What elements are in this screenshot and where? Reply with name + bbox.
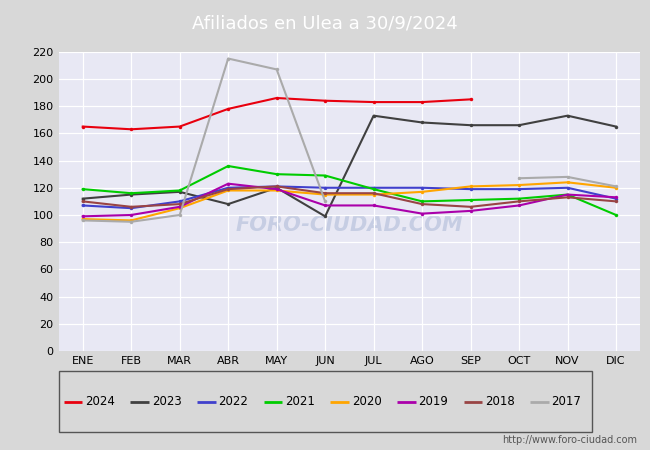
Text: 2021: 2021 [285,395,315,408]
Text: FORO-CIUDAD.COM: FORO-CIUDAD.COM [235,215,463,235]
Text: 2022: 2022 [218,395,248,408]
Text: 2017: 2017 [552,395,581,408]
Text: Afiliados en Ulea a 30/9/2024: Afiliados en Ulea a 30/9/2024 [192,14,458,33]
Text: 2023: 2023 [152,395,181,408]
Text: 2019: 2019 [419,395,448,408]
Text: 2020: 2020 [352,395,382,408]
Text: 2024: 2024 [85,395,115,408]
Text: http://www.foro-ciudad.com: http://www.foro-ciudad.com [502,435,637,445]
Text: 2018: 2018 [485,395,515,408]
